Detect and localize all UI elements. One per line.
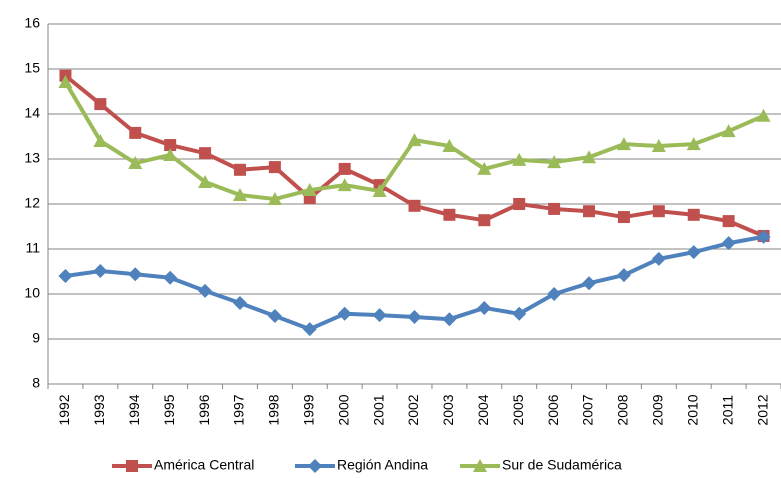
data-point xyxy=(407,133,422,147)
data-point xyxy=(93,264,108,279)
x-tick-label: 1997 xyxy=(231,394,247,425)
data-point xyxy=(582,150,597,164)
x-tick-label: 2012 xyxy=(754,394,770,425)
legend-label: Región Andina xyxy=(337,457,428,473)
x-tick-label: 2007 xyxy=(580,394,596,425)
data-point xyxy=(443,208,456,221)
x-tick-label: 2011 xyxy=(719,395,735,425)
x-tick-label: 2008 xyxy=(615,394,631,425)
x-tick-label: 2004 xyxy=(475,394,491,425)
data-point xyxy=(442,138,457,152)
data-point xyxy=(267,192,282,206)
data-point xyxy=(756,229,771,244)
data-point xyxy=(408,199,421,212)
data-point xyxy=(372,183,387,197)
data-point xyxy=(583,205,596,218)
y-tick-label: 10 xyxy=(24,285,40,301)
legend-marker xyxy=(473,459,487,472)
y-tick-label: 14 xyxy=(24,105,40,121)
y-tick-label: 15 xyxy=(24,60,40,76)
data-point xyxy=(372,308,387,323)
data-point xyxy=(513,198,526,210)
data-point xyxy=(616,137,631,151)
y-tick-label: 8 xyxy=(32,375,40,391)
data-point xyxy=(164,139,177,152)
data-point xyxy=(582,276,597,291)
data-point xyxy=(651,251,666,266)
data-point xyxy=(407,309,422,324)
x-tick-label: 2003 xyxy=(440,394,456,425)
data-point xyxy=(163,270,178,285)
legend-marker xyxy=(308,459,322,473)
x-tick-label: 1998 xyxy=(266,394,282,425)
data-point xyxy=(721,124,736,138)
data-point xyxy=(233,163,246,176)
data-point xyxy=(477,300,492,315)
data-point xyxy=(58,269,73,283)
data-point xyxy=(337,306,352,321)
x-tick-label: 1994 xyxy=(126,394,142,425)
data-point xyxy=(232,188,247,201)
data-point xyxy=(302,322,317,337)
x-tick-label: 2001 xyxy=(370,394,386,425)
x-tick-label: 1993 xyxy=(91,394,107,425)
data-point xyxy=(268,161,281,174)
y-tick-label: 11 xyxy=(25,240,40,256)
data-point xyxy=(477,161,492,175)
x-tick-label: 1999 xyxy=(300,394,316,425)
data-point xyxy=(721,236,736,251)
legend-marker xyxy=(126,460,138,472)
data-point xyxy=(687,208,700,221)
data-point xyxy=(616,268,631,283)
data-point xyxy=(756,108,771,122)
data-point xyxy=(302,183,317,197)
legend-label: América Central xyxy=(154,457,254,473)
x-tick-label: 2002 xyxy=(405,394,421,425)
data-point xyxy=(338,162,351,175)
data-point xyxy=(93,134,108,147)
data-point xyxy=(267,309,282,324)
data-point xyxy=(94,98,107,111)
y-tick-label: 16 xyxy=(24,15,40,31)
data-point xyxy=(163,147,178,161)
x-tick-label: 1996 xyxy=(196,394,212,425)
data-point xyxy=(617,211,630,224)
x-tick-label: 2000 xyxy=(335,394,351,425)
y-tick-label: 9 xyxy=(32,330,40,346)
data-point xyxy=(512,306,527,321)
x-tick-label: 2009 xyxy=(650,394,666,425)
data-point xyxy=(442,312,457,327)
data-point xyxy=(547,155,562,169)
data-point xyxy=(128,267,143,282)
data-point xyxy=(652,205,665,218)
x-tick-label: 2006 xyxy=(545,394,561,425)
x-tick-label: 2010 xyxy=(684,394,700,425)
data-point xyxy=(199,147,212,160)
data-point xyxy=(686,245,701,260)
x-tick-label: 1992 xyxy=(56,394,72,425)
data-point xyxy=(722,215,735,228)
data-point xyxy=(686,137,701,151)
data-point xyxy=(651,138,666,152)
x-tick-label: 2005 xyxy=(510,394,526,425)
y-tick-label: 12 xyxy=(24,195,40,211)
data-point xyxy=(512,152,527,166)
y-tick-label: 13 xyxy=(24,150,40,166)
data-point xyxy=(548,202,561,215)
data-point xyxy=(198,174,213,188)
data-point xyxy=(198,283,213,298)
data-point xyxy=(232,296,247,310)
data-point xyxy=(128,156,143,170)
data-point xyxy=(337,178,352,192)
legend-label: Sur de Sudamérica xyxy=(502,457,622,473)
data-point xyxy=(58,75,73,89)
data-point xyxy=(129,126,142,139)
data-point xyxy=(547,287,562,301)
x-tick-label: 1995 xyxy=(161,394,177,425)
data-point xyxy=(478,214,491,227)
